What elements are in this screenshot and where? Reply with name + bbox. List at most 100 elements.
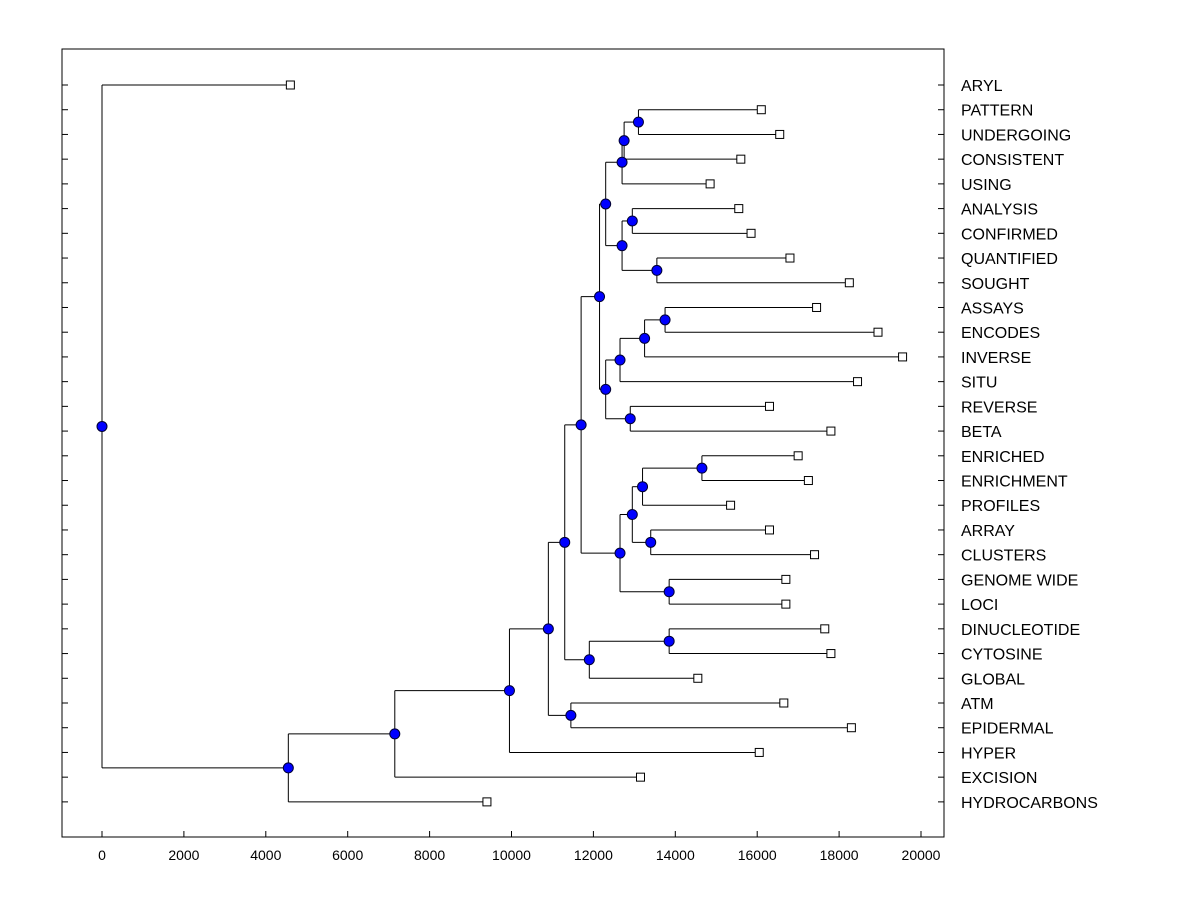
x-tick-label-0: 0	[98, 847, 106, 863]
leaf-marker-encodes	[873, 327, 883, 337]
leaf-marker-undergoing	[775, 129, 785, 139]
leaf-marker-beta	[826, 426, 836, 436]
merge-node-n25	[542, 623, 554, 635]
leaf-label-genome-wide: GENOME WIDE	[961, 572, 1078, 589]
x-tick-label-10000: 10000	[492, 847, 531, 863]
leaf-label-global: GLOBAL	[961, 671, 1025, 688]
merge-node-n2	[618, 135, 630, 147]
merge-node-n14	[696, 462, 708, 474]
x-tick-label-18000: 18000	[820, 847, 859, 863]
merge-node-n16	[645, 536, 657, 548]
leaf-markers	[285, 80, 908, 807]
leaf-label-loci: LOCI	[961, 597, 998, 614]
merge-node-n27	[389, 728, 401, 740]
x-tick-label-20000: 20000	[902, 847, 941, 863]
merge-node-n9	[639, 332, 651, 344]
merge-node-n18	[663, 586, 675, 598]
merge-node-n11	[624, 413, 636, 425]
merge-node-n10	[614, 354, 626, 366]
plot-frame	[61, 48, 945, 838]
merge-node-n21	[663, 635, 675, 647]
merge-node-n23	[559, 536, 571, 548]
leaf-label-encodes: ENCODES	[961, 325, 1040, 342]
x-tick-label-16000: 16000	[738, 847, 777, 863]
leaf-marker-inverse	[898, 352, 908, 362]
leaf-marker-global	[693, 673, 703, 683]
leaf-label-inverse: INVERSE	[961, 350, 1031, 367]
leaf-label-array: ARRAY	[961, 523, 1015, 540]
leaf-marker-confirmed	[746, 228, 756, 238]
leaf-label-clusters: CLUSTERS	[961, 548, 1046, 565]
merge-node-n5	[651, 264, 663, 276]
leaf-marker-cytosine	[826, 649, 836, 659]
merge-node-n13	[594, 291, 606, 303]
merge-node-n6	[616, 240, 628, 252]
leaf-marker-reverse	[764, 401, 774, 411]
merge-node-n3	[616, 156, 628, 168]
leaf-label-confirmed: CONFIRMED	[961, 226, 1058, 243]
leaf-label-assays: ASSAYS	[961, 300, 1024, 317]
leaf-marker-pattern	[756, 105, 766, 115]
leaf-marker-hydrocarbons	[482, 797, 492, 807]
leaf-label-pattern: PATTERN	[961, 103, 1033, 120]
merge-node-n26	[503, 685, 515, 697]
leaf-marker-genome-wide	[781, 574, 791, 584]
leaf-marker-loci	[781, 599, 791, 609]
leaf-marker-hyper	[754, 747, 764, 757]
leaf-marker-using	[705, 179, 715, 189]
x-tick-label-2000: 2000	[168, 847, 199, 863]
leaf-marker-enriched	[793, 451, 803, 461]
leaf-label-aryl: ARYL	[961, 78, 1003, 95]
leaf-label-profiles: PROFILES	[961, 498, 1040, 515]
merge-node-n20	[575, 419, 587, 431]
merge-node-n17	[626, 509, 638, 521]
x-tick-label-4000: 4000	[250, 847, 281, 863]
leaf-label-dinucleotide: DINUCLEOTIDE	[961, 622, 1080, 639]
leaf-marker-excision	[635, 772, 645, 782]
leaf-label-reverse: REVERSE	[961, 399, 1037, 416]
x-tick-label-6000: 6000	[332, 847, 363, 863]
leaf-marker-situ	[853, 377, 863, 387]
merge-node-n19	[614, 547, 626, 559]
merge-node-n1	[632, 116, 644, 128]
x-axis: 0 2000 4000 6000 8000 10000 12000 14000 16000 180…	[98, 831, 941, 863]
leaf-marker-analysis	[734, 204, 744, 214]
leaf-marker-consistent	[736, 154, 746, 164]
leaf-label-sought: SOUGHT	[961, 276, 1030, 293]
leaf-marker-epidermal	[846, 723, 856, 733]
leaf-marker-sought	[844, 278, 854, 288]
x-tick-label-14000: 14000	[656, 847, 695, 863]
leaf-marker-profiles	[726, 500, 736, 510]
leaf-tick-marks	[62, 84, 944, 803]
leaf-label-hyper: HYPER	[961, 745, 1016, 762]
leaf-marker-enrichment	[803, 476, 813, 486]
leaf-label-excision: EXCISION	[961, 770, 1037, 787]
leaf-label-enriched: ENRICHED	[961, 449, 1045, 466]
leaf-label-cytosine: CYTOSINE	[961, 647, 1043, 664]
leaf-label-atm: ATM	[961, 696, 994, 713]
x-tick-label-8000: 8000	[414, 847, 445, 863]
merge-node-n24	[565, 709, 577, 721]
leaf-label-situ: SITU	[961, 375, 997, 392]
leaf-label-consistent: CONSISTENT	[961, 152, 1064, 169]
leaf-marker-aryl	[285, 80, 295, 90]
leaf-label-analysis: ANALYSIS	[961, 202, 1038, 219]
merge-node-n22	[583, 654, 595, 666]
leaf-label-beta: BETA	[961, 424, 1002, 441]
merge-nodes	[96, 116, 708, 774]
leaf-marker-clusters	[810, 550, 820, 560]
leaf-marker-quantified	[785, 253, 795, 263]
x-tick-label-12000: 12000	[574, 847, 613, 863]
merge-node-n8	[659, 314, 671, 326]
leaf-marker-dinucleotide	[820, 624, 830, 634]
leaf-label-hydrocarbons: HYDROCARBONS	[961, 795, 1098, 812]
merge-node-root	[96, 420, 108, 432]
leaf-marker-atm	[779, 698, 789, 708]
leaf-marker-assays	[812, 302, 822, 312]
leaf-label-undergoing: UNDERGOING	[961, 127, 1071, 144]
leaf-label-quantified: QUANTIFIED	[961, 251, 1058, 268]
leaf-marker-array	[764, 525, 774, 535]
merge-node-n15	[637, 481, 649, 493]
merge-node-n12	[600, 383, 612, 395]
